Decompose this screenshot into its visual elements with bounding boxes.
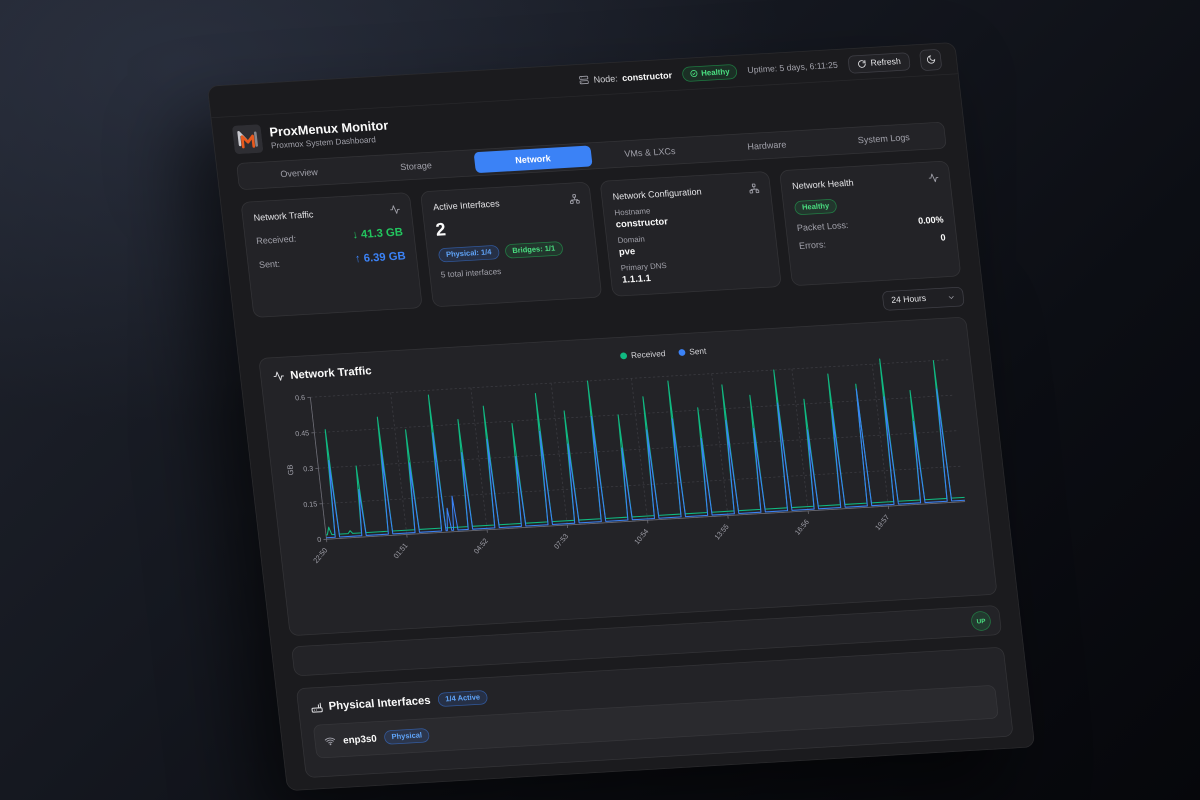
svg-text:0.15: 0.15 <box>303 500 318 509</box>
card-traffic-title: Network Traffic <box>253 209 314 224</box>
svg-text:0.6: 0.6 <box>295 394 306 403</box>
dashboard-panel: Node: constructor Healthy Uptime: 5 days… <box>207 42 1036 792</box>
wifi-icon <box>324 737 336 746</box>
total-interfaces-text: 5 total interfaces <box>440 267 502 280</box>
svg-text:GB: GB <box>285 464 295 475</box>
interface-type-badge: Physical <box>383 727 431 745</box>
physical-interfaces-card: Physical Interfaces 1/4 Active enp3s0 Phy… <box>295 646 1014 779</box>
interface-row-enp3s0[interactable]: enp3s0 Physical <box>312 684 999 759</box>
card-network-health: Network Health Healthy Packet Loss: 0.00… <box>779 160 962 287</box>
received-value: ↓ 41.3 GB <box>351 225 404 242</box>
activity-icon <box>928 173 939 183</box>
svg-text:07:53: 07:53 <box>553 532 570 551</box>
svg-text:0: 0 <box>317 536 322 544</box>
theme-toggle-button[interactable] <box>918 48 943 71</box>
card-network-traffic: Network Traffic Received: ↓ 41.3 GB Sent… <box>240 192 423 318</box>
tab-storage[interactable]: Storage <box>399 160 433 173</box>
tab-network[interactable]: Network <box>473 145 593 174</box>
svg-text:01:51: 01:51 <box>392 542 409 561</box>
active-interfaces-count: 2 <box>434 219 447 241</box>
bridges-count-badge: Bridges: 1/1 <box>504 241 564 259</box>
health-status-text: Healthy <box>700 66 731 78</box>
packet-loss-label: Packet Loss: <box>796 219 849 234</box>
proxmenux-logo <box>232 124 264 155</box>
physical-count-badge: Physical: 1/4 <box>437 244 500 263</box>
legend-dot <box>620 352 628 360</box>
chart-title: Network Traffic <box>272 364 372 382</box>
traffic-line-chart: 0 0.15 0.3 0.45 0.6 22:50 01:51 04:52 07:53 10:54… <box>285 358 966 565</box>
uptime-text: Uptime: 5 days, 6:11:25 <box>746 60 839 75</box>
physical-active-badge: 1/4 Active <box>437 689 489 708</box>
tab-hardware[interactable]: Hardware <box>746 139 787 152</box>
card-health-title: Network Health <box>791 177 855 192</box>
physical-interfaces-title: Physical Interfaces <box>328 694 432 713</box>
node-value: constructor <box>621 69 673 83</box>
check-circle-icon <box>690 70 698 78</box>
legend-item-sent: Sent <box>678 347 707 358</box>
router-icon <box>311 702 323 713</box>
card-active-interfaces: Active Interfaces 2 Physical: 1/4 Bridge… <box>420 181 603 308</box>
card-network-configuration: Network Configuration Hostname construct… <box>599 171 782 297</box>
server-icon <box>579 75 590 85</box>
node-label: Node: <box>593 72 619 85</box>
topbar: Node: constructor Healthy Uptime: 5 days… <box>207 42 958 119</box>
card-config-title: Network Configuration <box>612 186 703 202</box>
legend-item-received: Received <box>620 349 666 361</box>
received-label: Received: <box>255 233 297 246</box>
network-traffic-chart-card: Network Traffic Received Sent 0 0.15 0.3 0.4… <box>258 316 998 637</box>
tab-system-logs[interactable]: System Logs <box>857 131 911 146</box>
app-header: ProxMenux Monitor Proxmox System Dashboa… <box>231 75 944 160</box>
network-tree-icon <box>749 183 760 194</box>
chevron-down-icon <box>948 295 954 299</box>
tab-overview[interactable]: Overview <box>279 166 319 180</box>
errors-label: Errors: <box>798 239 827 252</box>
activity-icon <box>390 205 400 214</box>
svg-text:16:56: 16:56 <box>793 518 810 537</box>
legend-dot <box>678 348 686 357</box>
interface-list: enp3s0 Physical <box>312 684 999 759</box>
svg-text:13:55: 13:55 <box>713 523 730 542</box>
health-status-badge: Healthy <box>681 63 738 82</box>
health-card-badge: Healthy <box>793 198 838 216</box>
tab-vms-lxcs[interactable]: VMs & LXCs <box>623 145 676 160</box>
svg-text:10:54: 10:54 <box>633 528 650 547</box>
refresh-icon <box>857 59 866 68</box>
network-icon <box>569 194 580 205</box>
refresh-label: Refresh <box>870 56 902 68</box>
svg-text:22:50: 22:50 <box>312 546 329 565</box>
sent-label: Sent: <box>258 258 281 270</box>
moon-icon <box>926 55 935 64</box>
chart-title-text: Network Traffic <box>289 364 373 382</box>
sent-value: ↑ 6.39 GB <box>354 249 407 266</box>
errors-value: 0 <box>940 232 947 243</box>
packet-loss-value: 0.00% <box>917 214 945 227</box>
svg-text:0.45: 0.45 <box>295 429 310 438</box>
card-interfaces-title: Active Interfaces <box>432 198 501 213</box>
time-range-value: 24 Hours <box>890 294 927 306</box>
activity-icon <box>273 371 284 381</box>
interface-name: enp3s0 <box>342 732 378 746</box>
refresh-button[interactable]: Refresh <box>847 51 911 74</box>
svg-text:04:52: 04:52 <box>472 537 489 556</box>
svg-text:0.3: 0.3 <box>303 465 314 474</box>
status-up-badge: UP <box>970 610 992 632</box>
svg-text:19:57: 19:57 <box>874 513 891 532</box>
node-indicator: Node: constructor <box>579 70 673 86</box>
time-range-select[interactable]: 24 Hours <box>881 286 965 311</box>
range-select-row: 24 Hours <box>255 286 965 348</box>
stat-cards-row: Network Traffic Received: ↓ 41.3 GB Sent… <box>240 160 962 318</box>
